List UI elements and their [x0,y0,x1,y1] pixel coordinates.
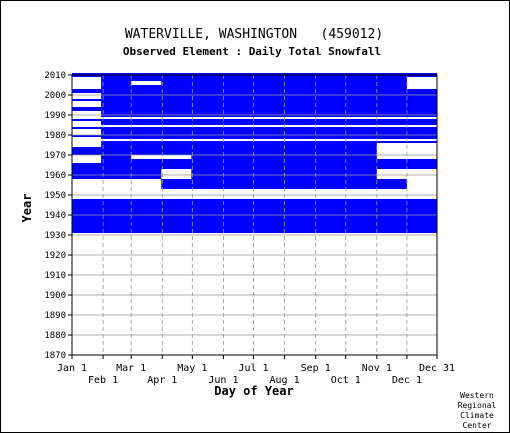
y-tick-label: 1910 [44,271,66,281]
missing-data-gap [72,189,437,199]
chart-subtitle: Observed Element : Daily Total Snowfall [123,45,381,58]
missing-data-gap [72,93,102,99]
y-tick-label: 1930 [44,231,66,241]
x-tick-label: Sep 1 [301,363,331,374]
x-tick-label: Jun 1 [208,375,238,386]
y-tick-label: 1980 [44,131,66,141]
missing-data-gap [72,111,102,117]
y-tick-label: 1890 [44,311,66,321]
missing-data-gap [72,121,102,125]
x-tick-label: Mar 1 [116,363,146,374]
x-tick-label: May 1 [177,363,207,374]
missing-data-gap [72,139,437,141]
x-tick-label: Dec 1 [392,375,422,386]
x-axis-label: Day of Year [214,384,293,398]
y-tick-label: 1960 [44,171,66,181]
y-tick-label: 1920 [44,251,66,261]
missing-data-gap [72,125,437,127]
missing-data-gap [406,77,437,89]
credit-line-4: Center [463,421,492,430]
credit-line-1: Western [460,391,494,400]
y-tick-label: 1970 [44,151,66,161]
y-tick-label: 1950 [44,191,66,201]
credit-line-3: Climate [460,411,494,420]
missing-data-gap [72,155,102,163]
x-tick-label: Oct 1 [331,375,361,386]
data-record-block [72,73,437,233]
y-tick-label: 1870 [44,351,66,361]
missing-data-gap [72,179,162,189]
y-axis-label: Year [20,194,34,223]
x-tick-label: Jul 1 [238,363,268,374]
credit-line-2: Regional [458,401,497,410]
x-tick-label: Dec 31 [419,363,455,374]
y-tick-label: 1900 [44,291,66,301]
plot-area: 1870 1880 1890 1900 1910 1920 1930 1940 1950 1960… [44,71,455,386]
x-tick-label: Nov 1 [362,363,392,374]
y-tick-label: 1940 [44,211,66,221]
chart-title: WATERVILLE, WASHINGTON (459012) [125,27,383,42]
missing-data-gap [72,137,102,147]
missing-data-gap [72,77,102,89]
y-tick-label: 2000 [44,91,66,101]
y-tick-label: 1990 [44,111,66,121]
y-tick-label: 2010 [44,71,66,81]
missing-data-gap [72,129,102,135]
x-tick-label: Aug 1 [270,375,300,386]
missing-data-gap [72,117,437,119]
x-tick-label: Apr 1 [147,375,177,386]
missing-data-gap [72,101,102,107]
missing-data-gap [161,169,192,179]
missing-data-gap [406,179,437,189]
x-tick-label: Feb 1 [88,375,118,386]
credit-block: Western Regional Climate Center [458,391,497,430]
y-tick-label: 1880 [44,331,66,341]
x-tick-label: Jan 1 [57,363,87,374]
missing-data-gap [131,81,162,85]
missing-data-gap [131,155,192,159]
